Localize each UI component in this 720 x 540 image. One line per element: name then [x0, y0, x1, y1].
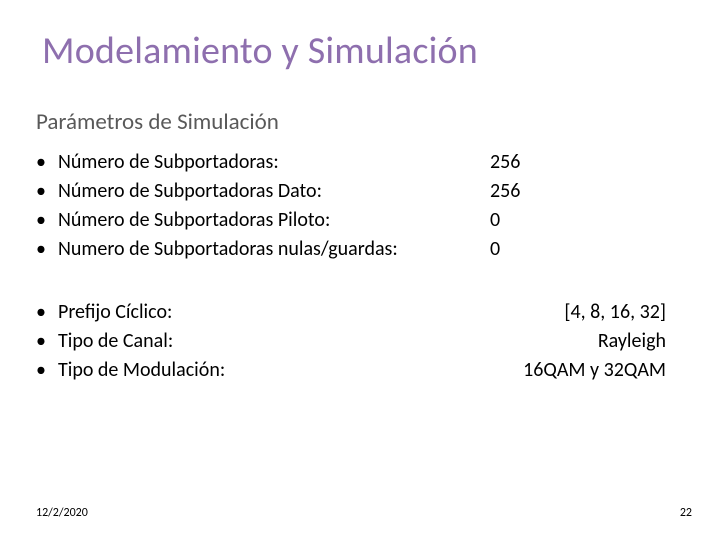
list-item: • Prefijo Cíclico: [4, 8, 16, 32]	[36, 298, 684, 327]
param-group-2: • Prefijo Cíclico: [4, 8, 16, 32] • Tipo…	[36, 298, 684, 385]
list-item: • Número de Subportadoras Dato: 256	[36, 177, 684, 206]
param-value: Rayleigh	[278, 327, 684, 356]
list-item: • Tipo de Modulación: 16QAM y 32QAM	[36, 356, 684, 385]
bullet-icon: •	[36, 327, 58, 356]
list-item: • Número de Subportadoras: 256	[36, 148, 684, 177]
bullet-icon: •	[36, 356, 58, 385]
slide-title: Modelamiento y Simulación	[42, 28, 478, 74]
param-value: 16QAM y 32QAM	[278, 356, 684, 385]
param-label: Tipo de Canal:	[58, 327, 278, 356]
param-value: 256	[490, 177, 520, 206]
footer-date: 12/2/2020	[36, 506, 88, 520]
list-item: • Tipo de Canal: Rayleigh	[36, 327, 684, 356]
slide-subtitle: Parámetros de Simulación	[36, 108, 279, 136]
param-value: 0	[490, 235, 500, 264]
bullet-icon: •	[36, 298, 58, 327]
param-label: Número de Subportadoras Piloto:	[58, 206, 330, 235]
param-label: Número de Subportadoras Dato:	[58, 177, 322, 206]
slide: Modelamiento y Simulación Parámetros de …	[0, 0, 720, 540]
bullet-icon: •	[36, 177, 58, 206]
param-group-1: • Número de Subportadoras: 256 • Número …	[36, 148, 684, 264]
bullet-icon: •	[36, 148, 58, 177]
param-label: Numero de Subportadoras nulas/guardas:	[58, 235, 398, 264]
footer-page-number: 22	[680, 506, 692, 520]
list-item: • Numero de Subportadoras nulas/guardas:…	[36, 235, 684, 264]
param-label: Tipo de Modulación:	[58, 356, 278, 385]
param-value: 0	[490, 206, 500, 235]
bullet-icon: •	[36, 206, 58, 235]
param-value: 256	[490, 148, 520, 177]
param-label: Prefijo Cíclico:	[58, 298, 278, 327]
param-value: [4, 8, 16, 32]	[278, 298, 684, 327]
bullet-icon: •	[36, 235, 58, 264]
list-item: • Número de Subportadoras Piloto: 0	[36, 206, 684, 235]
param-label: Número de Subportadoras:	[58, 148, 279, 177]
